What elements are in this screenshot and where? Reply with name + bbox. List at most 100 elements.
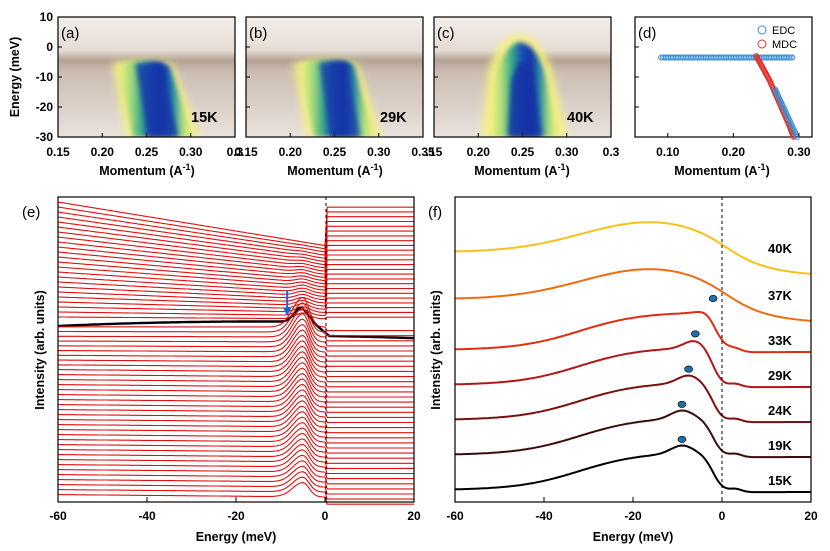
x-tick-label: 20 [804, 509, 818, 523]
x-axis-label-c: Momentum (A-1) [474, 162, 570, 178]
scatter-points-d [658, 53, 801, 140]
edc-curve [57, 256, 414, 282]
peak-arrow-e [283, 290, 292, 316]
y-tick-label-a: -20 [36, 100, 54, 114]
x-tick-label: -40 [535, 509, 553, 523]
edc-curve [58, 312, 414, 320]
edc-curve [57, 201, 414, 247]
edc-curve [57, 251, 414, 278]
y-axis-label-f: Intensity (arb. units) [429, 290, 443, 409]
panel-label-e: (e) [22, 204, 40, 221]
x-tick-label-d: 0.30 [787, 145, 811, 159]
x-tick-label-a: 0.30 [179, 145, 203, 159]
edc-curve-40K [454, 221, 812, 275]
edc-curve-33K [455, 311, 811, 354]
edc-point [794, 134, 801, 140]
edc-curve-37K [454, 268, 812, 322]
edc-curve-24K [455, 374, 811, 424]
edc-curve [57, 291, 414, 304]
edc-curve [58, 373, 414, 403]
panel-label-c: (c) [437, 25, 455, 42]
x-tick-label: 20 [407, 509, 421, 523]
x-axis-e: -60 -40 -20 0 20 [49, 497, 421, 523]
panel-c: (c) 40K .15 0.20 0.25 0.30 0.3 Momentum (A-1… [426, 16, 620, 178]
edc-curve [57, 286, 414, 301]
edc-curve [58, 367, 414, 398]
y-tick-label-a: 10 [40, 10, 54, 24]
edc-curve [58, 307, 414, 342]
panel-e: (e) -60 -40 -20 0 20 Energy (meV) Intensity … [22, 196, 421, 544]
temperature-label-15K: 15K [768, 473, 792, 488]
edc-point [787, 54, 794, 61]
heatmap-a [58, 17, 235, 137]
panel-b: (b) 29K 0.15 0.20 0.25 0.30 0.35 Momentum (A… [234, 16, 435, 178]
edc-point [785, 54, 793, 61]
x-axis-b: 0.15 0.20 0.25 0.30 0.35 [234, 133, 435, 159]
panel-label-a: (a) [61, 25, 79, 42]
edc-curve [58, 296, 414, 332]
legend-marker-mdc [757, 39, 767, 49]
edc-curve [58, 405, 414, 434]
edc-curve [57, 241, 414, 272]
y-tick-label-a: -30 [36, 130, 54, 144]
temperature-label-24K: 24K [768, 403, 792, 418]
edc-curve [58, 465, 414, 490]
peak-marker-15K [677, 435, 687, 443]
x-tick-label-b: 0.20 [279, 145, 303, 159]
edc-curve [58, 313, 414, 347]
x-tick-label: 0 [719, 509, 726, 523]
edc-curve [58, 449, 414, 475]
edc-curve [57, 226, 414, 263]
edc-curves-f [454, 221, 812, 494]
panel-label-b: (b) [249, 25, 267, 42]
temperature-labels-f: 15K 19K 24K 29K 33K 37K 40K [768, 241, 792, 488]
edc-curve [57, 246, 414, 275]
edc-curve [58, 334, 414, 367]
edc-curve [58, 302, 414, 337]
edc-curve [57, 216, 414, 256]
edc-curve [58, 476, 414, 500]
edc-curve [57, 301, 414, 310]
x-tick-label-c: .15 [426, 145, 443, 159]
x-axis-d: 0.10 0.20 0.30 [656, 133, 811, 159]
edc-curve [58, 362, 414, 393]
x-axis-label-d: Momentum (A-1) [674, 162, 770, 178]
peak-marker-29K [690, 330, 700, 338]
edc-curves-e [57, 201, 415, 505]
temperature-label-19K: 19K [768, 438, 792, 453]
peak-marker-19K [677, 400, 687, 408]
edc-curve [57, 296, 414, 307]
y-axis-d [635, 16, 639, 138]
panel-a: (a) 15K 0.15 0.20 0.25 0.30 0.3 10 0 -10 -20 -30… [8, 10, 244, 178]
temperature-label-40K: 40K [768, 241, 792, 256]
edc-curve [58, 443, 414, 469]
x-tick-label: -40 [138, 509, 156, 523]
edc-curve [58, 471, 414, 495]
edc-curve [57, 276, 414, 294]
x-tick-label-b: 0.30 [367, 145, 391, 159]
temperature-label-a: 15K [191, 110, 218, 126]
edc-curve [58, 432, 414, 459]
panel-d: (d) EDC MDC 0.10 0.20 0.30 Momentum (A-1) [634, 16, 813, 178]
edc-curve [58, 383, 414, 413]
y-axis-label-e: Intensity (arb. units) [33, 290, 47, 409]
edc-point [789, 54, 796, 61]
edc-curve [58, 416, 414, 444]
x-tick-label-c: 0.20 [467, 145, 491, 159]
y-tick-label-a: 0 [46, 40, 53, 54]
edc-curve [57, 231, 414, 266]
x-axis-label-b: Momentum (A-1) [287, 162, 383, 178]
x-tick-label-a: 0.15 [46, 145, 70, 159]
temperature-label-37K: 37K [768, 288, 792, 303]
edc-curve [57, 206, 414, 250]
x-tick-label-c: 0.25 [511, 145, 535, 159]
peak-marker-24K [684, 365, 693, 373]
x-axis-c: .15 0.20 0.25 0.30 0.3 [426, 16, 620, 159]
x-axis-label-a: Momentum (A-1) [99, 162, 195, 178]
edc-curve [58, 318, 414, 352]
x-axis-label-f: Energy (meV) [593, 530, 674, 544]
x-tick-label-b: 0.15 [234, 145, 258, 159]
temperature-label-b: 29K [380, 110, 407, 126]
edc-curve [58, 400, 414, 429]
edc-curve [58, 324, 414, 357]
